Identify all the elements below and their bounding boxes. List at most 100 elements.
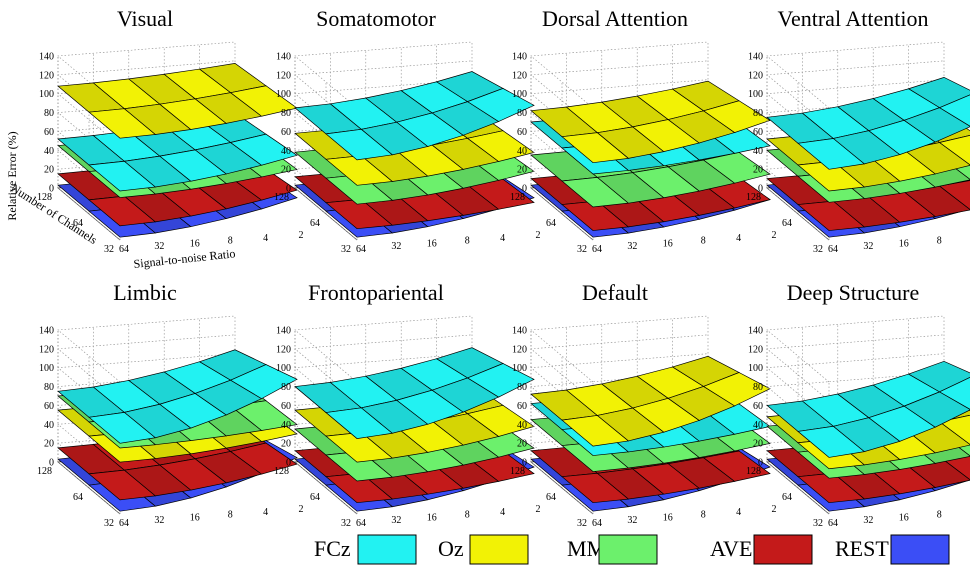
z-tick-label: 40 — [753, 420, 763, 431]
z-gridline — [766, 353, 945, 420]
snr-tick-label: 64 — [119, 518, 129, 529]
z-tick-label: 40 — [281, 146, 291, 157]
z-gridline — [294, 41, 473, 109]
z-gridline — [530, 135, 709, 203]
z-tick-label: 60 — [281, 401, 291, 412]
legend-label-ave: AVE — [710, 536, 752, 561]
z-tick-label: 20 — [44, 439, 54, 450]
z-tick-label: 140 — [276, 52, 291, 63]
z-tick-label: 40 — [44, 420, 54, 431]
channel-tick-label: 32 — [813, 518, 823, 529]
z-tick-label: 20 — [281, 439, 291, 450]
snr-tick-label: 2 — [536, 230, 541, 241]
z-tick-label: 80 — [517, 108, 527, 119]
z-gridline — [766, 372, 945, 439]
surface-cell — [938, 414, 970, 445]
z-tick-label: 140 — [512, 326, 527, 337]
snr-tick-label: 16 — [190, 512, 200, 523]
surface-cell — [229, 133, 298, 166]
z-tick-label: 0 — [49, 184, 54, 195]
z-gridline — [294, 79, 473, 146]
snr-tick-label: 2 — [299, 230, 304, 241]
z-gridline — [766, 41, 945, 109]
surface-cell — [903, 391, 970, 428]
channel-tick-label: 32 — [341, 244, 351, 255]
channel-tick-label: 128 — [37, 192, 52, 203]
panel-title: Deep Structure — [787, 280, 920, 305]
z-tick-label: 140 — [39, 52, 54, 63]
channel-tick-label: 32 — [104, 244, 114, 255]
snr-tick-label: 4 — [736, 233, 741, 244]
snr-tick-label: 32 — [863, 241, 873, 252]
surface-fcz — [294, 347, 535, 439]
surface-fcz — [294, 71, 535, 161]
channel-tick-label: 64 — [310, 218, 320, 229]
surface-cell — [907, 76, 970, 109]
legend-swatch-oz — [469, 534, 529, 565]
legend-label-fcz: FCz — [314, 536, 351, 561]
legend: FCz Oz MM AVE REST — [314, 534, 950, 565]
snr-tick-label: 8 — [228, 236, 233, 247]
channel-tick-label: 32 — [341, 518, 351, 529]
channel-tick-label: 128 — [37, 466, 52, 477]
snr-tick-label: 64 — [356, 244, 366, 255]
z-tick-label: 40 — [44, 146, 54, 157]
surface-cell — [938, 180, 970, 210]
snr-tick-label: 2 — [536, 504, 541, 515]
z-gridline — [57, 353, 236, 420]
legend-label-oz: Oz — [438, 536, 464, 561]
surface-oz — [57, 62, 298, 139]
panel-title: Somatomotor — [316, 6, 436, 31]
panel-ventral-attention: 0204060801001201406432168421286432Ventra… — [746, 6, 970, 255]
panel-title: Visual — [117, 6, 173, 31]
z-tick-label: 0 — [522, 184, 527, 195]
surface-fcz — [766, 76, 970, 170]
channel-tick-label: 128 — [510, 192, 525, 203]
surface-cell — [702, 100, 771, 133]
snr-tick-label: 32 — [154, 241, 164, 252]
z-tick-label: 40 — [517, 420, 527, 431]
channel-tick-label: 64 — [310, 492, 320, 503]
z-tick-label: 0 — [49, 458, 54, 469]
surface-cell — [938, 134, 970, 166]
surface-cell — [907, 360, 970, 393]
legend-swatch-rest — [890, 534, 950, 565]
legend-swatch-mm — [598, 534, 658, 565]
z-tick-label: 60 — [753, 401, 763, 412]
z-gridline — [57, 372, 236, 439]
z-tick-label: 0 — [758, 458, 763, 469]
surface-cell — [466, 88, 535, 122]
z-tick-label: 100 — [276, 89, 291, 100]
z-gridline — [57, 79, 236, 146]
z-tick-label: 80 — [753, 382, 763, 393]
z-gridline — [294, 315, 473, 383]
legend-label-rest: REST — [835, 536, 889, 561]
snr-tick-label: 16 — [663, 238, 673, 249]
z-tick-label: 80 — [281, 108, 291, 119]
z-tick-label: 60 — [44, 127, 54, 138]
z-gridline — [294, 353, 473, 420]
z-tick-label: 100 — [39, 363, 54, 374]
channel-tick-label: 64 — [546, 218, 556, 229]
z-gridline — [57, 315, 236, 383]
z-tick-label: 140 — [748, 52, 763, 63]
z-gridline — [57, 41, 236, 109]
surface-cell — [702, 450, 771, 482]
z-tick-label: 40 — [517, 146, 527, 157]
channel-tick-label: 32 — [577, 244, 587, 255]
snr-tick-label: 32 — [391, 515, 401, 526]
panel-title: Default — [582, 280, 648, 305]
channel-tick-label: 64 — [546, 492, 556, 503]
channel-tick-label: 32 — [104, 518, 114, 529]
z-tick-label: 140 — [748, 326, 763, 337]
z-axis-label: Relative Error (%) — [5, 131, 19, 220]
z-tick-label: 80 — [753, 108, 763, 119]
snr-tick-label: 16 — [427, 238, 437, 249]
z-tick-label: 20 — [753, 439, 763, 450]
surface-oz — [530, 355, 771, 447]
